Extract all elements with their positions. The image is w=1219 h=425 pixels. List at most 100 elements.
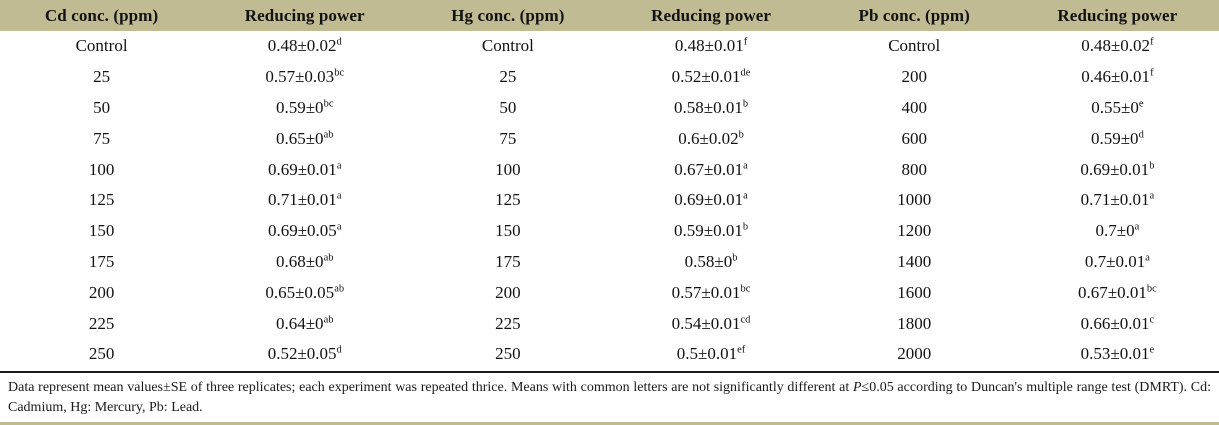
concentration-cell: 400 [813,93,1016,124]
reducing-power-cell: 0.65±0ab [203,123,406,154]
reducing-power-cell: 0.7±0.01a [1016,247,1219,278]
cell-value: 1600 [897,282,932,302]
cell-value: 1200 [897,221,932,241]
footnote-text-1: Data represent mean values±SE of three r… [8,379,853,395]
cell-value: 0.58±0.01 [674,97,743,117]
significance-letter: b [732,252,738,264]
cell-value: 75 [93,128,111,148]
cell-value: 200 [901,67,927,87]
table-row: 125 0.71±0.01a 125 0.69±0.01a 1000 0.71±0.01a [0,185,1219,216]
cell-value: 0.67±0.01 [1078,282,1147,302]
cell-value: 1800 [897,313,932,333]
cell-value: 0.48±0.02 [1081,36,1151,56]
cell-value: Control [888,36,941,56]
concentration-cell: 125 [406,185,609,216]
cell-value: 0.48±0.02 [267,36,337,56]
cell-value: 75 [499,128,517,148]
reducing-power-cell: 0.48±0.02d [203,31,406,62]
reducing-power-cell: 0.69±0.05a [203,216,406,247]
significance-letter: de [740,67,751,79]
cell-value: 125 [495,190,521,210]
cell-value: 0.67±0.01 [674,159,744,179]
cell-value: 50 [93,97,111,117]
cell-value: 150 [495,221,521,241]
significance-letter: a [743,159,748,171]
cell-value: 0.52±0.05 [267,344,337,364]
cell-value: 0.59±0 [1090,128,1139,148]
significance-letter: a [1145,252,1150,264]
table-row: 250 0.52±0.05d 250 0.5±0.01ef 2000 0.53±0.01e [0,339,1219,370]
cell-value: 0.58±0 [684,251,733,271]
concentration-cell: 25 [0,62,203,93]
reducing-power-cell: 0.65±0.05ab [203,277,406,308]
concentration-cell: 1200 [813,216,1016,247]
significance-letter: b [738,129,744,141]
cell-value: 0.69±0.05 [267,221,337,241]
significance-letter: a [336,221,342,233]
cell-value: 0.6±0.02 [678,128,739,148]
concentration-cell: 225 [406,308,609,339]
significance-letter: a [1134,221,1140,233]
cell-value: 225 [88,313,115,333]
table-row: Control 0.48±0.02d Control 0.48±0.01f Contro… [0,31,1219,62]
significance-letter: cd [740,313,751,325]
concentration-cell: Control [406,31,609,62]
concentration-cell: 100 [406,154,609,185]
significance-letter: ab [323,313,334,325]
concentration-cell: 25 [406,62,609,93]
concentration-cell: 1600 [813,277,1016,308]
cell-value: 0.69±0.01 [674,190,744,210]
significance-letter: d [1138,129,1144,141]
cell-value: 200 [88,282,115,302]
cell-value: 0.71±0.01 [267,190,337,210]
concentration-cell: 150 [0,216,203,247]
concentration-cell: 1800 [813,308,1016,339]
concentration-cell: 1400 [813,247,1016,278]
reducing-power-cell: 0.69±0.01b [1016,154,1219,185]
reducing-power-cell: 0.57±0.03bc [203,62,406,93]
significance-letter: bc [334,67,345,79]
cell-value: 0.69±0.01 [1080,159,1150,179]
reducing-power-cell: 0.67±0.01bc [1016,277,1219,308]
cell-value: Control [75,36,128,56]
significance-letter: e [1138,98,1144,110]
cell-value: 0.52±0.01 [671,67,741,87]
concentration-cell: 75 [406,123,609,154]
concentration-cell: 225 [0,308,203,339]
table-row: 50 0.59±0bc 50 0.58±0.01b 400 0.55±0e [0,93,1219,124]
cell-value: 0.5±0.01 [676,344,738,364]
table-footnote: Data represent mean values±SE of three r… [0,370,1219,422]
table-row: 75 0.65±0ab 75 0.6±0.02b 600 0.59±0d [0,123,1219,154]
concentration-cell: 250 [406,339,609,370]
reducing-power-cell: 0.5±0.01ef [609,339,812,370]
footnote-italic-p: P [852,379,862,395]
cell-value: 0.66±0.01 [1080,313,1150,333]
header-cd-reducing-power: Reducing power [203,0,407,31]
cell-value: Control [481,36,534,56]
reducing-power-cell: 0.52±0.01de [609,62,812,93]
cell-value: 0.55±0 [1091,97,1139,117]
cell-value: 800 [901,159,927,179]
table-header: Cd conc. (ppm) Reducing power Hg conc. (… [0,0,1219,31]
significance-letter: a [1149,190,1155,202]
concentration-cell: 125 [0,185,203,216]
significance-letter: f [743,36,748,48]
cell-value: 1000 [897,190,932,210]
reducing-power-cell: 0.59±0bc [203,93,406,124]
cell-value: 125 [88,190,115,210]
cell-value: 400 [901,97,927,117]
cell-value: 0.7±0.01 [1084,251,1146,271]
significance-letter: b [742,221,749,233]
cell-value: 600 [901,128,927,148]
reducing-power-cell: 0.58±0.01b [609,93,812,124]
significance-letter: d [336,36,342,48]
table-row: 200 0.65±0.05ab 200 0.57±0.01bc 1600 0.67±0.0… [0,277,1219,308]
concentration-cell: 200 [0,277,203,308]
reducing-power-cell: 0.48±0.01f [609,31,812,62]
reducing-power-cell: 0.68±0ab [203,247,406,278]
reducing-power-cell: 0.66±0.01c [1016,308,1219,339]
cell-value: 0.53±0.01 [1080,344,1150,364]
table-row: 175 0.68±0ab 175 0.58±0b 1400 0.7±0.01a [0,247,1219,278]
reducing-power-cell: 0.71±0.01a [203,185,406,216]
cell-value: 0.71±0.01 [1080,190,1150,210]
